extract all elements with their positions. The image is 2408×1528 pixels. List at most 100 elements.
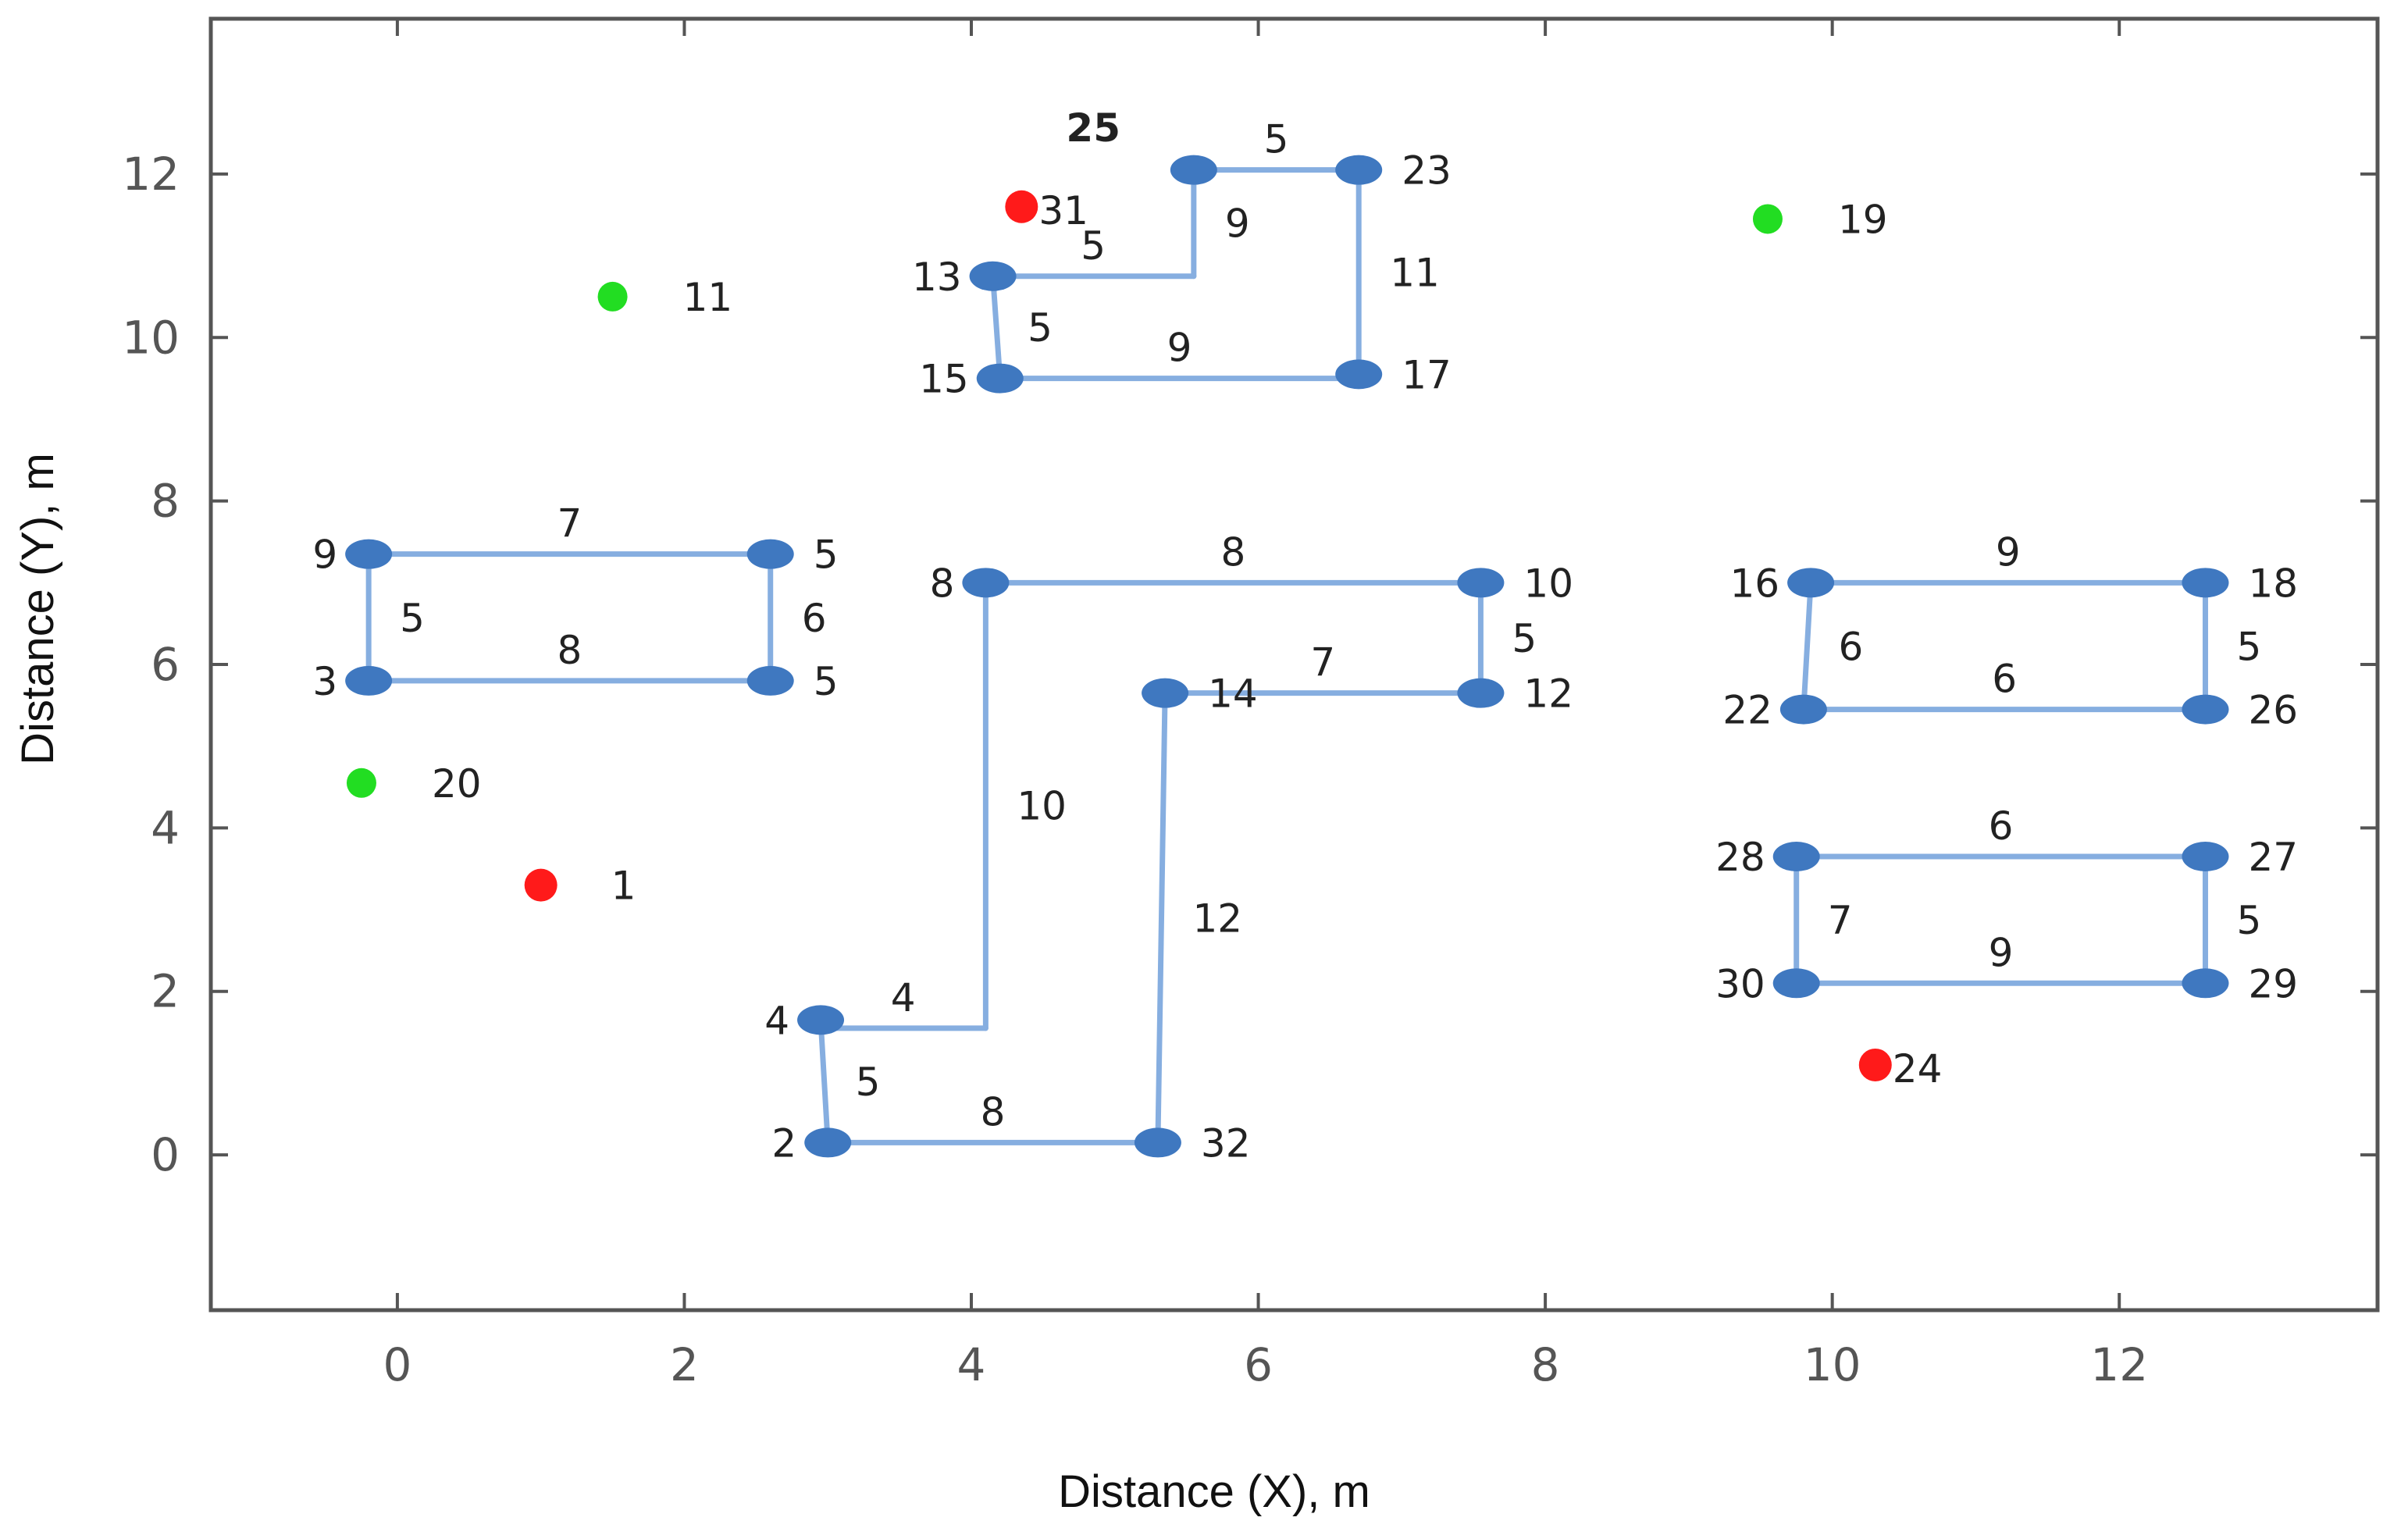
route-node-marker xyxy=(1134,1127,1181,1158)
y-tick-label: 6 xyxy=(151,638,180,691)
edge-weight-label: 5 xyxy=(1264,117,1289,162)
edge-weight-label: 5 xyxy=(2236,898,2261,943)
node-id-label: 4 xyxy=(764,998,789,1043)
edge-weight-label: 8 xyxy=(981,1089,1006,1134)
route-node-marker xyxy=(797,1005,845,1035)
node-id-label: 5 xyxy=(814,659,839,704)
edge-weight-label: 12 xyxy=(1193,896,1243,942)
nodes-layer xyxy=(345,155,2229,1158)
route-node-marker xyxy=(2182,968,2229,999)
node-id-label: 10 xyxy=(1523,561,1573,606)
edge-weight-label: 7 xyxy=(1828,898,1853,943)
x-tick-label: 6 xyxy=(1244,1338,1273,1391)
route-node-marker xyxy=(345,665,393,696)
node-id-label: 30 xyxy=(1715,961,1765,1006)
annotations-layer: 25 xyxy=(1066,105,1120,151)
route-node-marker xyxy=(969,261,1017,291)
annotation-label: 25 xyxy=(1066,105,1120,151)
node-id-label: 27 xyxy=(2248,835,2298,880)
node-id-label: 11 xyxy=(683,275,733,320)
node-id-label: 28 xyxy=(1715,835,1765,880)
route-node-marker xyxy=(746,665,794,696)
node-id-label: 2 xyxy=(771,1120,796,1166)
route-edge xyxy=(990,273,1003,382)
route-node-marker xyxy=(345,539,393,569)
plot-frame xyxy=(208,16,2380,1313)
green-point-marker xyxy=(346,768,376,798)
route-node-marker xyxy=(1772,968,1820,999)
route-node-marker xyxy=(1457,568,1505,598)
node-id-label: 14 xyxy=(1208,671,1258,717)
edge-weight-label: 5 xyxy=(1081,223,1106,269)
route-node-marker xyxy=(1779,694,1827,725)
edges-layer xyxy=(365,167,2208,1145)
red-point-marker xyxy=(1858,1048,1892,1081)
edge-weight-label: 11 xyxy=(1390,251,1440,296)
route-node-marker xyxy=(1142,678,1189,708)
route-node-marker xyxy=(746,539,794,569)
y-tick-label: 12 xyxy=(122,148,180,201)
route-node-marker xyxy=(2182,568,2229,598)
node-id-label: 31 xyxy=(1038,188,1088,233)
y-axis-title: Distance (Y), m xyxy=(12,453,63,765)
route-node-marker xyxy=(1772,842,1820,872)
x-tick-label: 8 xyxy=(1531,1338,1560,1391)
route-node-marker xyxy=(1335,359,1383,390)
edge-weight-label: 7 xyxy=(557,501,582,547)
edge-weight-label: 9 xyxy=(1989,930,2014,975)
edge-weight-label: 9 xyxy=(1996,529,2021,575)
green-point-marker xyxy=(597,281,628,312)
node-id-label: 5 xyxy=(814,532,839,578)
node-id-label: 18 xyxy=(2248,561,2298,606)
route-node-marker xyxy=(1170,155,1217,185)
node-id-label: 26 xyxy=(2248,688,2298,733)
node-id-label: 23 xyxy=(1402,148,1452,194)
y-tick-label: 10 xyxy=(122,311,180,364)
node-id-label: 16 xyxy=(1729,561,1779,606)
edge-weight-label: 9 xyxy=(1225,201,1250,247)
route-node-marker xyxy=(804,1127,852,1158)
y-tick-label: 4 xyxy=(151,801,180,854)
edge-weight-label: 6 xyxy=(1992,657,2017,702)
route-node-marker xyxy=(1335,155,1383,185)
edge-weight-label: 9 xyxy=(1167,326,1192,371)
route-node-marker xyxy=(976,363,1024,394)
node-id-label: 13 xyxy=(912,255,962,300)
y-tick-label: 8 xyxy=(151,475,180,528)
edge-weight-label: 8 xyxy=(1220,529,1245,575)
edge-weight-label: 5 xyxy=(400,596,425,641)
node-id-label: 32 xyxy=(1201,1120,1251,1166)
node-id-label: 24 xyxy=(1893,1046,1943,1092)
x-tick-label: 12 xyxy=(2090,1338,2148,1391)
node-id-label: 1 xyxy=(611,864,636,909)
edge-weight-label: 5 xyxy=(2236,624,2261,669)
edge-weight-label: 5 xyxy=(856,1060,881,1105)
node-id-label: 22 xyxy=(1722,688,1772,733)
node-id-label: 9 xyxy=(312,532,337,578)
y-tick-label: 2 xyxy=(151,965,180,1018)
x-tick-label: 0 xyxy=(383,1338,411,1391)
edge-weight-label: 10 xyxy=(1017,784,1067,829)
edge-weight-label: 8 xyxy=(557,628,582,673)
edge-weight-label: 5 xyxy=(1512,616,1537,661)
x-tick-label: 4 xyxy=(957,1338,986,1391)
edge-weight-label: 6 xyxy=(802,596,827,641)
x-axis-title: Distance (X), m xyxy=(1058,1466,1370,1517)
node-id-label: 12 xyxy=(1523,671,1573,717)
edge-weight-label: 6 xyxy=(1989,803,2014,849)
edge-weight-label: 4 xyxy=(891,975,916,1020)
node-id-label: 29 xyxy=(2248,961,2298,1006)
node-id-label: 8 xyxy=(930,561,955,606)
edge-weight-label: 7 xyxy=(1310,640,1335,686)
route-edge xyxy=(1155,690,1168,1145)
y-tick-label: 0 xyxy=(151,1128,180,1181)
x-tick-label: 2 xyxy=(670,1338,699,1391)
node-id-label: 15 xyxy=(919,357,969,402)
green-point-marker xyxy=(1752,204,1783,234)
route-node-marker xyxy=(1787,568,1835,598)
route-edge xyxy=(1801,579,1814,713)
node-id-label: 3 xyxy=(312,659,337,704)
